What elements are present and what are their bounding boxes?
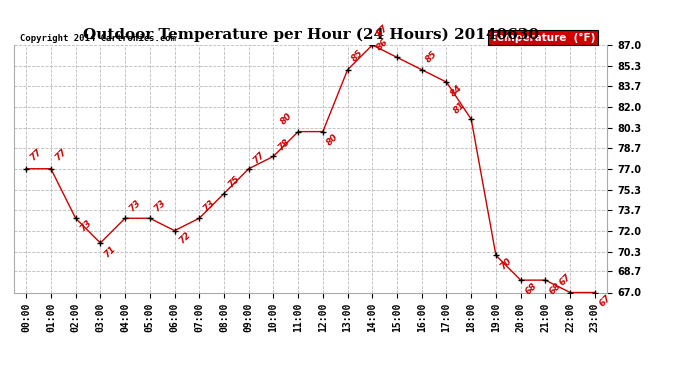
Text: 70: 70 — [498, 256, 513, 272]
Text: 86: 86 — [375, 37, 390, 52]
Text: 67: 67 — [558, 272, 573, 288]
Text: 85: 85 — [350, 48, 365, 63]
Text: 71: 71 — [103, 244, 118, 259]
Text: 67: 67 — [598, 293, 613, 309]
Text: 73: 73 — [152, 198, 168, 213]
Text: 80: 80 — [278, 111, 293, 127]
Text: 77: 77 — [53, 147, 68, 163]
Text: 77: 77 — [251, 150, 266, 165]
Text: 80: 80 — [326, 132, 341, 148]
Text: 75: 75 — [226, 175, 242, 190]
Text: 87: 87 — [375, 24, 390, 39]
Text: 84: 84 — [449, 83, 464, 98]
Text: 72: 72 — [177, 230, 193, 246]
Text: 73: 73 — [78, 218, 93, 233]
Text: Copyright 2014 Cartronics.com: Copyright 2014 Cartronics.com — [20, 33, 176, 42]
Text: 77: 77 — [29, 147, 44, 163]
Text: 68: 68 — [523, 281, 538, 296]
Text: 78: 78 — [276, 138, 291, 153]
Text: 73: 73 — [201, 198, 217, 213]
Text: 73: 73 — [128, 198, 143, 213]
Title: Outdoor Temperature per Hour (24 Hours) 20140630: Outdoor Temperature per Hour (24 Hours) … — [83, 28, 538, 42]
Text: 85: 85 — [424, 50, 440, 65]
Text: Temperature  (°F): Temperature (°F) — [491, 33, 595, 42]
Text: 81: 81 — [451, 100, 466, 116]
Text: 68: 68 — [548, 281, 563, 296]
